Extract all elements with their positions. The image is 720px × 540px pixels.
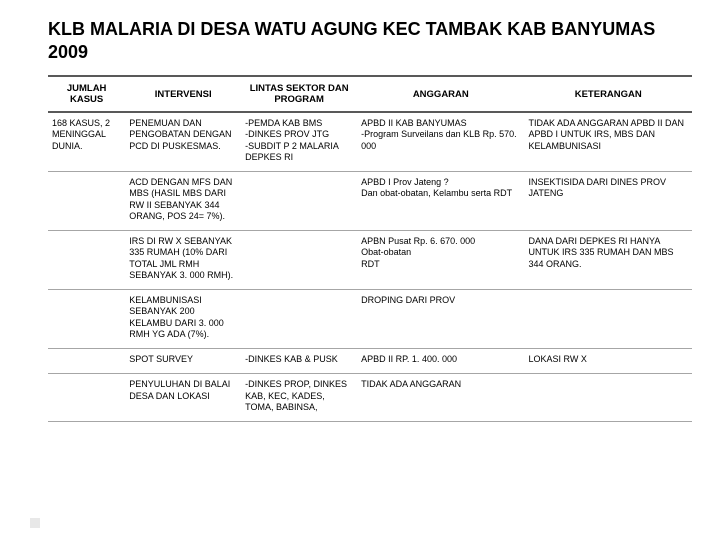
cell: 168 KASUS, 2 MENINGGAL DUNIA. [48, 112, 125, 172]
header-jumlah-kasus: JUMLAH KASUS [48, 76, 125, 112]
cell [48, 349, 125, 374]
page-title: KLB MALARIA DI DESA WATU AGUNG KEC TAMBA… [48, 18, 692, 63]
table-row: SPOT SURVEY -DINKES KAB & PUSK APBD II R… [48, 349, 692, 374]
cell: LOKASI RW X [525, 349, 692, 374]
cell: DANA DARI DEPKES RI HANYA UNTUK IRS 335 … [525, 231, 692, 290]
cell: SPOT SURVEY [125, 349, 241, 374]
cell: TIDAK ADA ANGGARAN APBD II DAN APBD I UN… [525, 112, 692, 172]
cell: PENEMUAN DAN PENGOBATAN DENGAN PCD DI PU… [125, 112, 241, 172]
cell: INSEKTISIDA DARI DINES PROV JATENG [525, 172, 692, 231]
cell: APBD II KAB BANYUMAS-Program Surveilans … [357, 112, 524, 172]
cell: PENYULUHAN DI BALAI DESA DAN LOKASI [125, 374, 241, 422]
table-row: PENYULUHAN DI BALAI DESA DAN LOKASI -DIN… [48, 374, 692, 422]
header-intervensi: INTERVENSI [125, 76, 241, 112]
header-lintas-sektor: LINTAS SEKTOR DAN PROGRAM [241, 76, 357, 112]
cell: ACD DENGAN MFS DAN MBS (HASIL MBS DARI R… [125, 172, 241, 231]
data-table: JUMLAH KASUS INTERVENSI LINTAS SEKTOR DA… [48, 75, 692, 422]
cell: KELAMBUNISASI SEBANYAK 200 KELAMBU DARI … [125, 290, 241, 349]
table-row: ACD DENGAN MFS DAN MBS (HASIL MBS DARI R… [48, 172, 692, 231]
cell [241, 172, 357, 231]
cell: DROPING DARI PROV [357, 290, 524, 349]
cell: -PEMDA KAB BMS-DINKES PROV JTG-SUBDIT P … [241, 112, 357, 172]
cell [48, 231, 125, 290]
table-header-row: JUMLAH KASUS INTERVENSI LINTAS SEKTOR DA… [48, 76, 692, 112]
header-anggaran: ANGGARAN [357, 76, 524, 112]
cell [48, 290, 125, 349]
cell: APBD II RP. 1. 400. 000 [357, 349, 524, 374]
cell: -DINKES KAB & PUSK [241, 349, 357, 374]
cell [48, 374, 125, 422]
cell: APBN Pusat Rp. 6. 670. 000Obat-obatanRDT [357, 231, 524, 290]
cell [241, 290, 357, 349]
cell: APBD I Prov Jateng ?Dan obat-obatan, Kel… [357, 172, 524, 231]
decorative-square-icon [30, 518, 40, 528]
header-keterangan: KETERANGAN [525, 76, 692, 112]
table-row: 168 KASUS, 2 MENINGGAL DUNIA. PENEMUAN D… [48, 112, 692, 172]
cell [525, 290, 692, 349]
cell [48, 172, 125, 231]
cell: -DINKES PROP, DINKES KAB, KEC, KADES, TO… [241, 374, 357, 422]
cell [525, 374, 692, 422]
table-row: KELAMBUNISASI SEBANYAK 200 KELAMBU DARI … [48, 290, 692, 349]
cell: TIDAK ADA ANGGARAN [357, 374, 524, 422]
cell: IRS DI RW X SEBANYAK 335 RUMAH (10% DARI… [125, 231, 241, 290]
table-row: IRS DI RW X SEBANYAK 335 RUMAH (10% DARI… [48, 231, 692, 290]
cell [241, 231, 357, 290]
